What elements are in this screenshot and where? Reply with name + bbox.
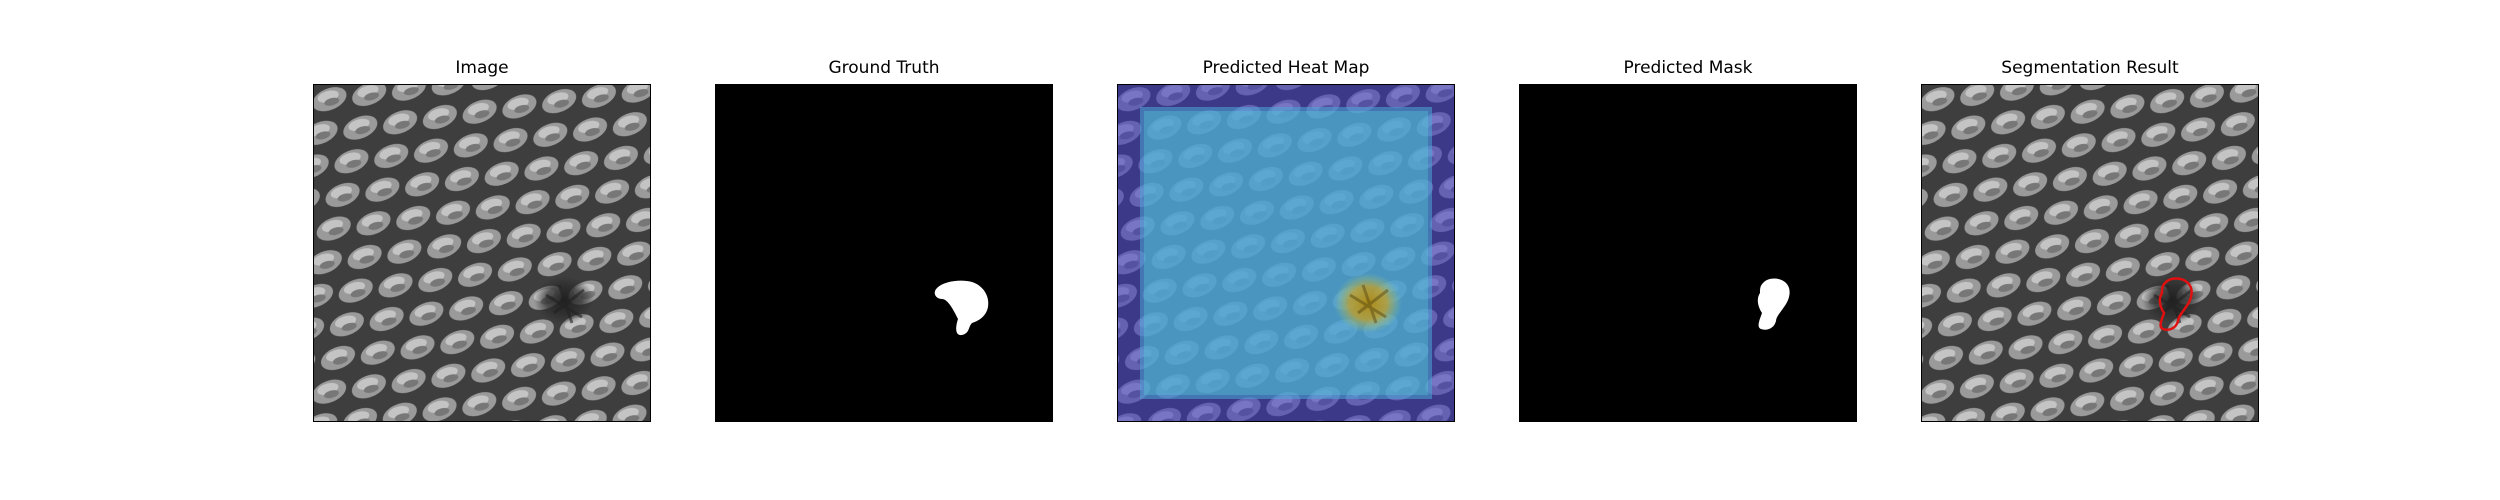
segmentation-result <box>1922 85 2258 421</box>
segmentation-contour <box>2158 277 2193 331</box>
predicted-mask <box>1520 85 1856 421</box>
panel-title-image: Image <box>455 58 509 78</box>
panel-title-segmentation-result: Segmentation Result <box>2001 58 2179 78</box>
heat-map <box>1118 85 1454 421</box>
panel-title-heat-map: Predicted Heat Map <box>1202 58 1370 78</box>
panel-title-predicted-mask: Predicted Mask <box>1623 58 1753 78</box>
panel-segmentation-result <box>1921 84 2259 422</box>
panel-ground-truth <box>715 84 1053 422</box>
panel-title-ground-truth: Ground Truth <box>828 58 940 78</box>
ground-truth-mask <box>716 85 1052 421</box>
panel-image <box>313 84 651 422</box>
panel-predicted-mask <box>1519 84 1857 422</box>
fabric-image <box>314 85 650 421</box>
panel-heat-map <box>1117 84 1455 422</box>
